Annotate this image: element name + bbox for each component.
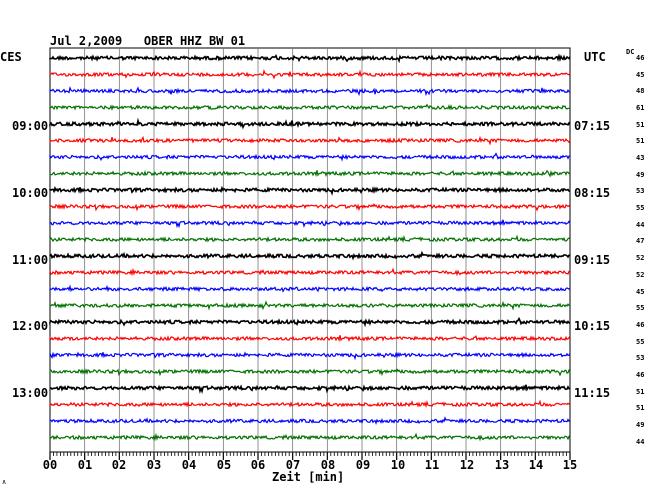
dc-value: 51 [636, 404, 645, 413]
seismic-trace [50, 384, 571, 395]
x-tick-label: 10 [390, 458, 406, 472]
x-tick-label: 06 [250, 458, 266, 472]
seismic-trace [49, 152, 570, 162]
local-time-label: 09:00 [12, 119, 49, 133]
local-time-label: 12:00 [12, 319, 49, 333]
seismic-trace [49, 334, 571, 343]
dc-value: 61 [636, 104, 645, 113]
dc-value: 48 [636, 87, 645, 96]
x-tick-label: 01 [77, 458, 93, 472]
utc-time-label: 11:15 [574, 386, 611, 400]
seismic-trace [49, 86, 571, 97]
x-tick-label: 00 [42, 458, 58, 472]
dc-value: 51 [636, 120, 645, 129]
x-tick-label: 15 [562, 458, 578, 472]
dc-value: 45 [636, 70, 645, 79]
dc-value: 45 [636, 287, 645, 296]
local-time-label: 11:00 [12, 253, 49, 267]
dc-value: 55 [636, 204, 645, 213]
utc-time-label: 07:15 [574, 119, 611, 133]
dc-value: 55 [636, 304, 645, 313]
dc-value: 44 [636, 220, 645, 229]
plot-frame [49, 47, 571, 453]
seismic-trace [49, 250, 571, 261]
seismic-trace [49, 316, 571, 328]
dc-value: 44 [636, 437, 645, 446]
seismic-trace [49, 185, 571, 196]
seismic-trace [49, 69, 571, 80]
x-axis-label: Zeit [min] [272, 470, 345, 484]
utc-time-label: 08:15 [574, 186, 611, 200]
x-tick-label: 07 [285, 458, 301, 472]
seismic-trace [49, 219, 571, 229]
dc-value: 43 [636, 154, 645, 163]
seismic-trace [49, 300, 571, 311]
x-tick-label: 03 [146, 458, 162, 472]
dc-value: 46 [636, 370, 645, 379]
x-tick-label: 12 [459, 458, 475, 472]
seismic-trace [49, 103, 571, 111]
dc-value: 53 [636, 187, 645, 196]
dc-value: 51 [636, 137, 645, 146]
x-tick-label: 02 [111, 458, 127, 472]
dc-value: 46 [636, 54, 645, 62]
x-tick-label: 14 [528, 458, 544, 472]
seismic-trace [49, 351, 571, 361]
seismic-trace [49, 432, 571, 442]
x-tick-label: 05 [216, 458, 232, 472]
corner-mark: ∧ [2, 478, 7, 486]
local-time-label: 10:00 [12, 186, 49, 200]
x-tick-label: 13 [494, 458, 510, 472]
seismic-trace [49, 399, 571, 408]
utc-time-label: 09:15 [574, 253, 611, 267]
seismic-trace [49, 234, 571, 243]
dc-header-label: DC [626, 48, 635, 56]
local-time-label: 13:00 [12, 386, 49, 400]
dc-value: 46 [636, 320, 645, 329]
x-tick-label: 08 [320, 458, 336, 472]
dc-value: 53 [636, 354, 645, 363]
utc-time-label: 10:15 [574, 319, 611, 333]
x-tick-label: 04 [181, 458, 197, 472]
seismic-trace [49, 367, 571, 377]
local-time-zone-label: CES [0, 50, 22, 64]
seismic-trace [49, 284, 571, 293]
dc-value: 55 [636, 337, 645, 346]
seismic-trace [49, 117, 571, 130]
seismic-trace [49, 53, 571, 64]
seismic-trace [49, 267, 571, 277]
dc-value: 49 [636, 170, 645, 179]
seismic-trace [49, 169, 571, 178]
dc-value: 52 [636, 254, 645, 263]
dc-value: 49 [636, 420, 645, 429]
dc-value: 52 [636, 270, 645, 279]
dc-value: 51 [636, 387, 645, 396]
x-tick-label: 09 [355, 458, 371, 472]
seismic-trace [49, 416, 571, 426]
seismic-trace [49, 202, 571, 212]
plot-title: Jul 2,2009 OBER HHZ BW 01 [50, 34, 246, 48]
seismic-trace [49, 135, 571, 146]
x-tick-label: 11 [424, 458, 440, 472]
dc-value: 47 [636, 237, 645, 246]
utc-zone-label: UTC [584, 50, 606, 64]
